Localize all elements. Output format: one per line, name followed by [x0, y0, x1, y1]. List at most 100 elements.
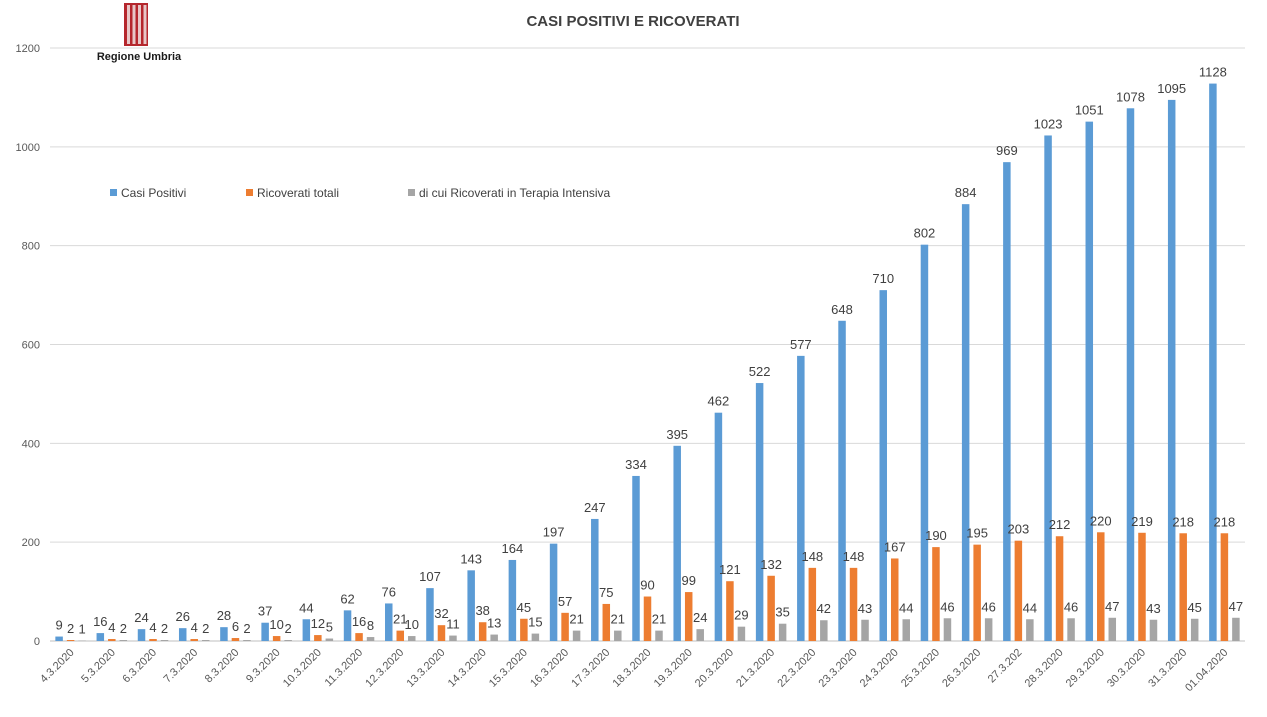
- x-tick-label: 14.3.2020: [446, 647, 489, 690]
- data-label-casi: 143: [460, 551, 482, 566]
- bar-ricoverati: [1014, 540, 1023, 641]
- data-label-terapia: 43: [858, 601, 872, 616]
- data-label-terapia: 24: [693, 610, 707, 625]
- bar-ricoverati: [478, 622, 487, 641]
- x-tick-label: 7.3.2020: [162, 647, 201, 686]
- x-tick-label: 5.3.2020: [79, 647, 118, 686]
- x-tick-label: 24.3.2020: [858, 647, 901, 690]
- legend-item-ricoverati: Ricoverati totali: [246, 186, 339, 200]
- data-label-ricoverati: 148: [843, 549, 865, 564]
- data-label-ricoverati: 75: [599, 585, 613, 600]
- x-tick-label: 20.3.2020: [693, 647, 736, 690]
- data-label-ricoverati: 190: [925, 528, 947, 543]
- data-label-ricoverati: 32: [434, 606, 448, 621]
- bar-casi: [549, 543, 558, 641]
- bar-ricoverati: [767, 575, 775, 641]
- bar-casi: [591, 518, 599, 641]
- bar-terapia: [1190, 618, 1199, 641]
- bar-terapia: [696, 629, 704, 641]
- data-label-ricoverati: 132: [760, 557, 782, 572]
- data-label-terapia: 2: [243, 621, 250, 636]
- x-tick-label: 27.3.202: [986, 647, 1025, 686]
- bar-ricoverati: [1220, 533, 1229, 641]
- bar-terapia: [243, 640, 251, 641]
- data-label-casi: 44: [299, 600, 313, 615]
- x-tick-label: 22.3.2020: [775, 647, 818, 690]
- bar-terapia: [325, 638, 334, 641]
- data-label-terapia: 21: [611, 612, 625, 627]
- data-label-casi: 62: [340, 591, 354, 606]
- data-label-ricoverati: 121: [719, 562, 741, 577]
- bar-terapia: [1108, 617, 1117, 641]
- bar-terapia: [119, 640, 128, 641]
- bar-casi: [220, 627, 228, 641]
- bar-ricoverati: [355, 633, 363, 641]
- data-label-ricoverati: 45: [517, 600, 531, 615]
- legend-item-terapia: di cui Ricoverati in Terapia Intensiva: [408, 186, 611, 200]
- y-tick-label: 1000: [16, 142, 40, 154]
- y-tick-label: 200: [22, 537, 40, 549]
- data-label-ricoverati: 16: [352, 614, 366, 629]
- y-tick-label: 800: [22, 241, 40, 253]
- bar-ricoverati: [561, 612, 569, 641]
- logo-stripe: [143, 5, 147, 44]
- data-label-terapia: 43: [1146, 601, 1160, 616]
- bar-casi: [632, 475, 640, 641]
- x-tick-label: 10.3.2020: [281, 647, 324, 690]
- x-tick-label: 15.3.2020: [487, 647, 530, 690]
- legend-swatch-ricoverati: [246, 189, 253, 196]
- bar-ricoverati: [808, 567, 817, 641]
- data-label-terapia: 46: [940, 599, 954, 614]
- data-label-casi: 9: [55, 618, 62, 633]
- data-label-casi: 247: [584, 500, 606, 515]
- data-label-terapia: 42: [817, 601, 831, 616]
- bar-ricoverati: [66, 640, 75, 641]
- bar-terapia: [1232, 617, 1240, 641]
- x-tick-label: 8.3.2020: [203, 647, 242, 686]
- bar-casi: [1167, 99, 1176, 641]
- logo-stripe: [132, 5, 136, 44]
- x-tick-label: 25.3.2020: [899, 647, 942, 690]
- data-label-casi: 969: [996, 143, 1018, 158]
- data-label-casi: 1095: [1157, 81, 1186, 96]
- bar-ricoverati: [149, 639, 157, 641]
- bar-terapia: [655, 630, 663, 641]
- x-tick-label: 29.3.2020: [1064, 647, 1107, 690]
- bar-terapia: [778, 623, 787, 641]
- x-tick-label: 16.3.2020: [528, 647, 571, 690]
- bar-terapia: [943, 618, 952, 641]
- x-tick-label: 11.3.2020: [323, 647, 366, 690]
- x-tick-label: 13.3.2020: [404, 647, 447, 690]
- data-label-casi: 522: [749, 364, 771, 379]
- data-label-terapia: 29: [734, 608, 748, 623]
- bar-casi: [961, 204, 970, 641]
- legend-label-casi: Casi Positivi: [121, 186, 186, 200]
- bar-ricoverati: [726, 581, 734, 641]
- data-label-terapia: 10: [405, 617, 419, 632]
- data-label-ricoverati: 4: [108, 620, 115, 635]
- bar-casi: [920, 244, 929, 641]
- data-label-terapia: 21: [569, 612, 583, 627]
- bar-casi: [838, 320, 846, 641]
- bar-terapia: [408, 636, 416, 641]
- data-label-ricoverati: 90: [640, 578, 654, 593]
- bars-layer: [55, 83, 1240, 642]
- data-label-terapia: 44: [1023, 600, 1037, 615]
- data-label-terapia: 13: [487, 616, 501, 631]
- data-label-ricoverati: 2: [67, 621, 74, 636]
- y-tick-label: 1200: [16, 43, 40, 55]
- bar-casi: [426, 588, 434, 641]
- data-label-ricoverati: 218: [1172, 514, 1194, 529]
- bar-casi: [343, 610, 352, 641]
- bar-casi: [302, 619, 311, 641]
- data-label-casi: 26: [175, 609, 189, 624]
- bar-casi: [508, 559, 517, 641]
- data-label-terapia: 2: [120, 621, 127, 636]
- bar-casi: [178, 628, 187, 641]
- data-label-casi: 884: [955, 185, 977, 200]
- data-label-terapia: 45: [1187, 600, 1201, 615]
- bar-ricoverati: [1138, 532, 1146, 641]
- data-label-terapia: 2: [285, 621, 292, 636]
- data-label-casi: 577: [790, 337, 812, 352]
